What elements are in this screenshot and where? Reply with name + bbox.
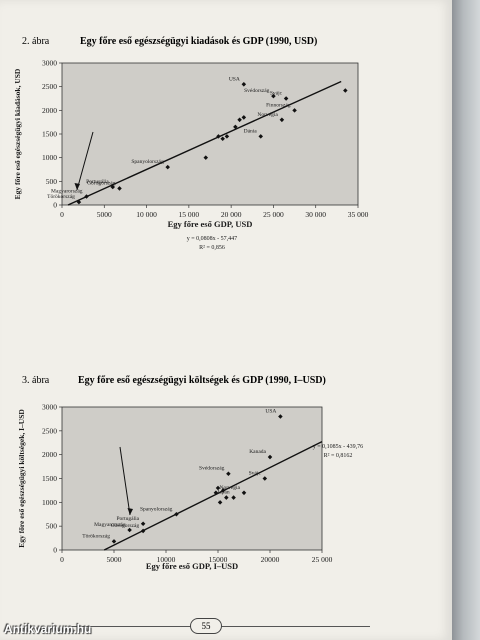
point-label: Törökország xyxy=(47,194,75,200)
x-tick-label: 25 000 xyxy=(263,210,284,219)
point-label: Norvégia xyxy=(257,112,278,118)
x-tick-label: 30 000 xyxy=(305,210,326,219)
y-tick-label: 2000 xyxy=(42,106,57,115)
point-label: Svédország xyxy=(244,88,270,94)
point-label: Svájc xyxy=(270,91,283,97)
y-tick-label: 2500 xyxy=(42,426,57,435)
watermark-logo: Antikvarium.hu xyxy=(4,622,92,636)
figure-3-number: 3. ábra xyxy=(22,375,50,386)
figure-2-number: 2. ábra xyxy=(22,36,50,47)
annotation-arrow xyxy=(76,131,94,191)
y-tick-label: 1500 xyxy=(42,130,57,139)
point-label: Norvégia xyxy=(220,485,241,491)
annotation-arrow xyxy=(119,446,131,516)
x-tick-label: 25 000 xyxy=(312,555,333,564)
data-point xyxy=(110,184,116,190)
x-tick-label: 35 000 xyxy=(348,210,369,219)
data-point xyxy=(220,488,226,493)
y-tick-label: 3000 xyxy=(42,59,57,68)
regression-equation: y = 0,0808x - 57,447 xyxy=(187,236,237,242)
y-tick-label: 1000 xyxy=(42,498,57,507)
point-label: Magyarország xyxy=(51,188,83,194)
figure-2-title: Egy főre eső egészségügyi kiadások és GD… xyxy=(80,36,318,47)
regression-line xyxy=(67,80,342,206)
plot-area xyxy=(61,62,359,206)
x-tick-label: 15000 xyxy=(209,555,228,564)
point-label: Kanada xyxy=(249,449,266,455)
y-tick-label: 500 xyxy=(46,522,58,531)
y-tick-label: 1500 xyxy=(42,474,57,483)
point-label: Finnország xyxy=(266,102,291,108)
point-label: Svédország xyxy=(199,466,225,472)
chart-2-scatter: 0 5000 10 000 15 000 20 000 25 000 30 000 35 00… xyxy=(13,59,369,252)
chart-3-scatter: 0 5000 10000 15000 20000 25 000 0 500 1000 1500 20… xyxy=(17,403,363,572)
y-tick-label: 3000 xyxy=(42,403,57,412)
plot-area xyxy=(61,406,323,551)
regression-r2: R² = 0,8162 xyxy=(324,453,353,459)
data-point xyxy=(231,495,236,500)
x-tick-label: 0 xyxy=(60,210,64,219)
point-label: Magyarország xyxy=(94,522,126,528)
page-edge-shadow xyxy=(452,0,480,640)
data-point xyxy=(224,495,229,500)
regression-line xyxy=(103,441,323,551)
regression-r2: R² = 0,856 xyxy=(199,245,225,251)
point-label: Görögország xyxy=(111,523,140,529)
point-label: Görögország xyxy=(87,180,116,186)
data-point xyxy=(76,199,82,205)
x-tick-label: 10 000 xyxy=(136,210,157,219)
regression-equation: y = 0,1085x - 439,76 xyxy=(313,444,363,450)
point-label: Svájc xyxy=(249,471,262,477)
data-point xyxy=(271,93,276,99)
book-page: 2. ábra Egy főre eső egészségügyi kiadás… xyxy=(0,0,452,640)
x-axis-label: Egy főre eső GDP, I–USD xyxy=(146,561,238,571)
figure-3-title: Egy főre eső egészségügyi költségek és G… xyxy=(78,375,326,386)
data-point xyxy=(224,134,230,139)
y-axis-label: Egy főre eső egészségügyi költségek, I–U… xyxy=(17,409,26,548)
y-tick-label: 1000 xyxy=(42,153,57,162)
y-tick-label: 500 xyxy=(46,177,58,186)
point-label: Spanyolország xyxy=(140,506,173,512)
point-label: Portugália xyxy=(86,179,109,185)
page-number: 55 xyxy=(190,618,222,634)
data-point xyxy=(241,115,247,120)
x-tick-label: 15 000 xyxy=(179,210,200,219)
data-point xyxy=(267,454,273,460)
data-point xyxy=(117,186,122,191)
point-label: Törökország xyxy=(82,533,110,539)
point-label: Portugália xyxy=(117,516,140,522)
y-tick-label: 0 xyxy=(53,201,57,210)
x-tick-label: 0 xyxy=(60,555,64,564)
point-label: Spanyolország xyxy=(131,159,164,165)
y-axis-label: Egy főre eső egészségügyi kiadások, USD xyxy=(13,68,22,199)
data-point xyxy=(262,476,268,481)
x-tick-label: 10000 xyxy=(157,555,176,564)
point-label: Japán xyxy=(217,490,230,496)
x-tick-label: 20000 xyxy=(261,555,280,564)
data-point xyxy=(213,490,219,496)
data-point xyxy=(216,134,221,139)
data-point xyxy=(165,164,170,170)
data-point xyxy=(84,194,89,199)
x-tick-label: 5000 xyxy=(97,210,112,219)
data-point xyxy=(217,500,223,505)
y-tick-label: 2000 xyxy=(42,450,57,459)
arrow-head xyxy=(127,508,133,515)
y-tick-label: 2500 xyxy=(42,82,57,91)
arrow-head xyxy=(74,183,80,190)
point-label: USA xyxy=(265,409,276,415)
x-tick-label: 5000 xyxy=(107,555,122,564)
point-label: Dánia xyxy=(244,128,258,134)
x-tick-label: 20 000 xyxy=(221,210,242,219)
x-axis-label: Egy főre eső GDP, USD xyxy=(168,219,253,229)
y-tick-label: 0 xyxy=(53,546,57,555)
point-label: USA xyxy=(229,76,240,82)
